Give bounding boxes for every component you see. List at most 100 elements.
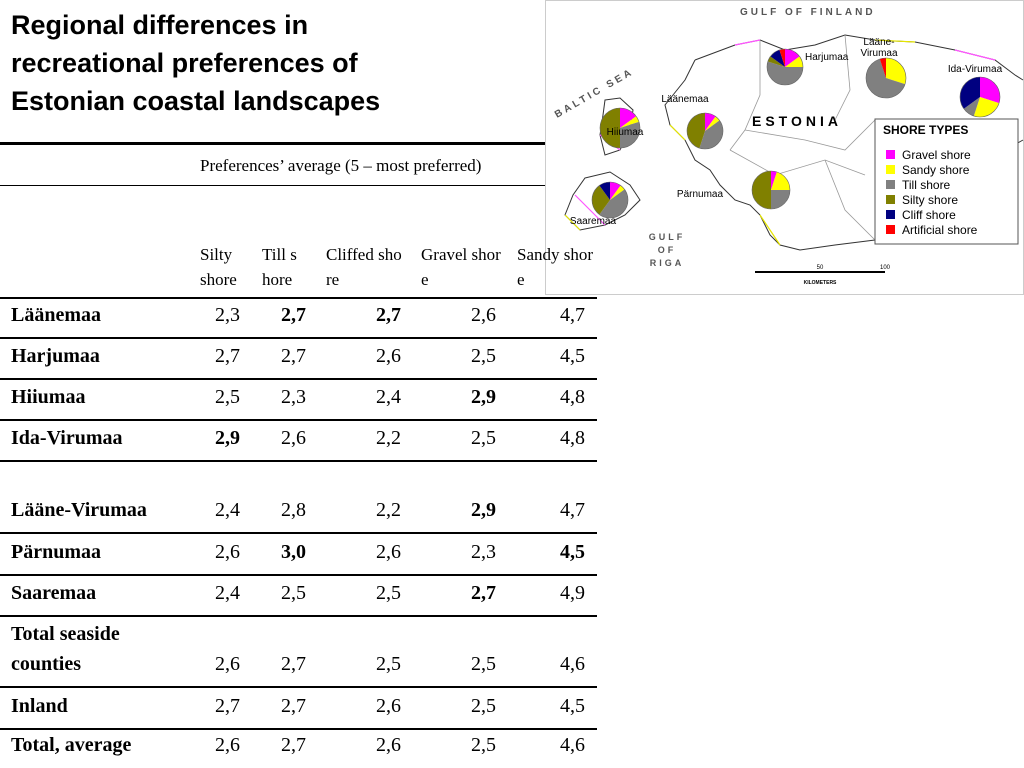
shore-highlight — [564, 39, 916, 246]
table-cell: 4,6 — [560, 653, 585, 675]
pie-slice — [705, 116, 720, 131]
table-cell: 2,6 — [215, 541, 240, 563]
table-cell: 2,9 — [215, 427, 240, 449]
row-header: Saaremaa — [11, 582, 97, 604]
table-cell: 2,3 — [215, 304, 240, 326]
row-header: Total, average — [11, 734, 132, 756]
row-rule — [0, 460, 597, 462]
pie-slice — [771, 190, 790, 209]
table-cell: 2,6 — [376, 345, 401, 367]
legend-title: SHORE TYPES — [883, 123, 968, 137]
row-rule — [0, 615, 597, 617]
pie-slice — [960, 77, 980, 109]
pie-slice — [771, 171, 790, 190]
pie-slice — [973, 97, 1000, 117]
table-cell: 2,5 — [471, 427, 496, 449]
table-cell: 2,7 — [281, 304, 306, 326]
table-cell: 2,5 — [376, 653, 401, 675]
row-header: Total seaside counties — [11, 623, 120, 675]
table-cell: 2,7 — [471, 582, 496, 604]
table-cell: 4,9 — [560, 582, 585, 604]
legend-swatch — [886, 180, 895, 189]
table-cell: 2,7 — [281, 653, 306, 675]
scale-unit: KILOMETERS — [804, 280, 837, 286]
pie-outline — [599, 107, 641, 149]
pie-slice — [779, 49, 785, 67]
legend-swatch — [886, 210, 895, 219]
table-cell: 2,7 — [281, 695, 306, 717]
row-rule — [0, 419, 597, 421]
row-header: Harjumaa — [11, 345, 100, 367]
row-rule — [0, 337, 597, 339]
pie-slice — [610, 185, 625, 200]
pie-outline — [766, 48, 804, 86]
table-cell: 4,6 — [560, 734, 585, 756]
country-label: ESTONIA — [752, 113, 842, 129]
row-rule — [0, 728, 597, 730]
table-cell: 2,5 — [376, 582, 401, 604]
table-cell: 2,9 — [471, 499, 496, 521]
pie-outline — [865, 57, 907, 99]
table-cell: 2,4 — [376, 386, 401, 408]
pie-slice — [599, 189, 628, 218]
row-header: Pärnumaa — [11, 541, 101, 563]
column-header: Cliffed shore — [326, 245, 402, 289]
pie-slice — [771, 171, 777, 190]
pie-slice — [620, 121, 640, 148]
pie-outline — [686, 112, 724, 150]
table-cell: 2,5 — [471, 734, 496, 756]
table-cell: 2,6 — [376, 541, 401, 563]
table-cell: 2,6 — [215, 653, 240, 675]
pie-slice — [963, 97, 980, 117]
table-cell: 2,3 — [471, 541, 496, 563]
county-label: Hiiumaa — [607, 127, 644, 138]
pie-slice — [592, 185, 610, 215]
table-cell: 2,3 — [281, 386, 306, 408]
legend-swatch — [886, 195, 895, 204]
table-cell: 2,6 — [215, 734, 240, 756]
legend-label: Cliff shore — [902, 208, 956, 222]
row-header: Inland — [11, 695, 68, 717]
table-cell: 2,8 — [281, 499, 306, 521]
table-cell: 2,7 — [281, 734, 306, 756]
county-label: Pärnumaa — [677, 189, 724, 200]
legend-swatch — [886, 225, 895, 234]
table-cell: 2,2 — [376, 499, 401, 521]
table-cell: 2,7 — [215, 345, 240, 367]
table-cell: 2,6 — [471, 304, 496, 326]
row-header: Hiiumaa — [11, 386, 86, 408]
sea-label: GULF OF FINLAND — [740, 7, 876, 18]
table-cell: 2,7 — [215, 695, 240, 717]
table-cell: 4,7 — [560, 304, 585, 326]
scale-tick: 50 — [817, 265, 824, 271]
table-cell: 2,4 — [215, 499, 240, 521]
legend-swatch — [886, 165, 895, 174]
pie-slice — [879, 58, 886, 78]
legend-label: Artificial shore — [902, 223, 978, 237]
pie-slice — [767, 61, 803, 85]
table-cell: 4,5 — [560, 345, 585, 367]
table-cell: 2,6 — [376, 734, 401, 756]
county-label: Saaremaa — [570, 216, 617, 227]
rule — [0, 185, 597, 186]
table-cell: 4,8 — [560, 386, 585, 408]
pie-outline — [959, 76, 1001, 118]
pie-slice — [599, 182, 610, 200]
rule — [0, 142, 597, 145]
pie-slice — [687, 113, 705, 149]
county-label: Ida-Virumaa — [948, 64, 1003, 75]
county-label: Läänemaa — [661, 94, 709, 105]
county-label: Lääne-Virumaa — [860, 37, 897, 59]
table-cell: 4,8 — [560, 427, 585, 449]
legend-label: Till shore — [902, 178, 951, 192]
table-cell: 2,5 — [471, 695, 496, 717]
pie-slice — [770, 49, 785, 67]
pie-slice — [767, 56, 785, 67]
pie-slice — [705, 113, 716, 131]
row-rule — [0, 686, 597, 688]
row-rule — [0, 574, 597, 576]
column-header: Sandy shore — [517, 245, 594, 289]
table-cell: 2,7 — [376, 304, 401, 326]
table-cell: 2,5 — [471, 345, 496, 367]
